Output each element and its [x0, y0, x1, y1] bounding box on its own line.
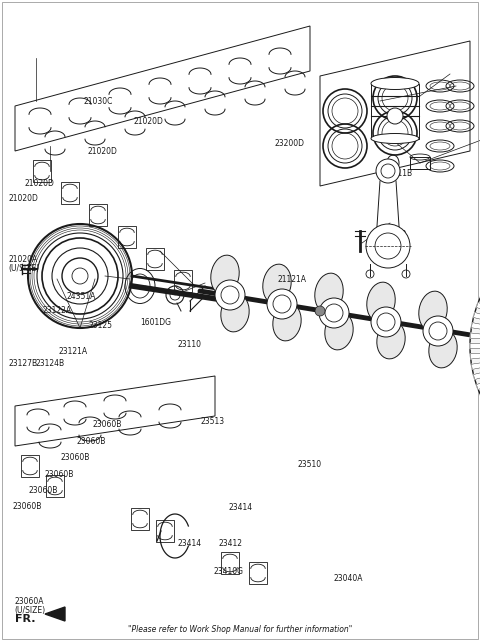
Circle shape: [267, 289, 297, 319]
Text: 21020D: 21020D: [24, 179, 54, 188]
Polygon shape: [473, 312, 480, 320]
Circle shape: [376, 159, 400, 183]
Text: 21020D: 21020D: [9, 194, 38, 203]
Ellipse shape: [211, 255, 239, 295]
Ellipse shape: [325, 312, 353, 350]
Text: 1601DG: 1601DG: [140, 318, 171, 327]
Circle shape: [470, 226, 480, 466]
Ellipse shape: [419, 291, 447, 331]
Bar: [21, 455, 39, 477]
Ellipse shape: [367, 282, 395, 322]
Circle shape: [315, 306, 325, 316]
Polygon shape: [470, 353, 480, 359]
Ellipse shape: [371, 78, 419, 90]
Polygon shape: [45, 607, 65, 621]
Text: 23414: 23414: [178, 539, 202, 548]
Polygon shape: [471, 362, 480, 369]
Polygon shape: [471, 322, 480, 329]
Circle shape: [366, 224, 410, 268]
Text: 24351A: 24351A: [66, 292, 96, 301]
Polygon shape: [476, 303, 480, 312]
Bar: [146, 248, 164, 270]
Circle shape: [371, 307, 401, 337]
Text: 23200D: 23200D: [275, 139, 304, 148]
Polygon shape: [470, 344, 480, 349]
Text: 23060B: 23060B: [76, 437, 106, 445]
Text: 23060B: 23060B: [45, 470, 74, 479]
Ellipse shape: [377, 321, 405, 359]
Bar: [131, 508, 149, 530]
Ellipse shape: [221, 294, 249, 332]
Text: FR.: FR.: [15, 614, 36, 624]
Ellipse shape: [263, 264, 291, 304]
Ellipse shape: [273, 303, 301, 341]
Polygon shape: [473, 372, 480, 379]
Bar: [174, 270, 192, 292]
Text: 23060B: 23060B: [60, 453, 90, 462]
Text: 23060B: 23060B: [12, 502, 42, 511]
Bar: [221, 552, 239, 574]
Circle shape: [319, 298, 349, 328]
Text: (U/SIZE): (U/SIZE): [14, 606, 46, 615]
Bar: [33, 160, 51, 182]
Text: 23125: 23125: [89, 321, 113, 330]
Circle shape: [387, 108, 403, 124]
Ellipse shape: [429, 330, 457, 368]
Text: 21020A: 21020A: [9, 255, 38, 264]
Bar: [89, 204, 107, 226]
Text: 21020D: 21020D: [133, 117, 163, 126]
Text: 21121A: 21121A: [277, 275, 306, 284]
Text: 23060B: 23060B: [29, 486, 58, 495]
Text: 23060B: 23060B: [92, 420, 121, 429]
Bar: [46, 475, 64, 497]
Ellipse shape: [315, 273, 343, 313]
Polygon shape: [470, 333, 480, 339]
Text: 23414: 23414: [228, 503, 252, 512]
Polygon shape: [476, 381, 480, 390]
Text: 23122A: 23122A: [42, 306, 72, 315]
Text: 23412: 23412: [218, 539, 242, 548]
Text: 23510: 23510: [298, 460, 322, 469]
Text: 23410G: 23410G: [214, 567, 244, 576]
Circle shape: [215, 280, 245, 310]
Text: 23040A: 23040A: [334, 574, 363, 583]
Circle shape: [423, 316, 453, 346]
Text: "Please refer to Work Shop Manual for further information": "Please refer to Work Shop Manual for fu…: [128, 624, 352, 633]
Text: 21030C: 21030C: [84, 97, 113, 106]
Text: 21020D: 21020D: [87, 147, 117, 156]
Text: 23226B: 23226B: [377, 230, 407, 239]
Text: 23311B: 23311B: [384, 169, 413, 178]
Ellipse shape: [371, 133, 419, 144]
Text: 23513: 23513: [201, 417, 225, 426]
Text: 23110: 23110: [178, 340, 202, 349]
Text: 23127B: 23127B: [9, 359, 38, 368]
Text: 23121A: 23121A: [59, 347, 88, 356]
Bar: [61, 182, 79, 204]
Text: 23060A: 23060A: [14, 597, 44, 606]
Bar: [156, 520, 174, 542]
Bar: [118, 226, 136, 248]
Text: (U/SIZE): (U/SIZE): [9, 264, 40, 273]
Bar: [249, 562, 267, 584]
Text: 23124B: 23124B: [36, 359, 65, 368]
